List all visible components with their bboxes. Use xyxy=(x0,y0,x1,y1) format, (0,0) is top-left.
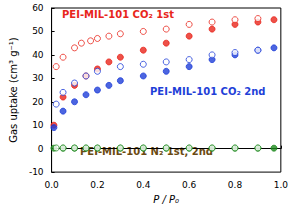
svg-text:PEI-MIL-101 CO₂ 2nd: PEI-MIL-101 CO₂ 2nd xyxy=(150,86,266,97)
svg-text:10: 10 xyxy=(32,120,44,130)
svg-text:20: 20 xyxy=(32,97,44,107)
svg-text:60: 60 xyxy=(32,3,44,13)
svg-text:50: 50 xyxy=(32,26,44,36)
svg-text:1.0: 1.0 xyxy=(274,180,289,190)
svg-text:40: 40 xyxy=(32,50,44,60)
svg-text:0.2: 0.2 xyxy=(90,180,104,190)
svg-text:0.6: 0.6 xyxy=(182,180,197,190)
svg-text:Gas uptake (cm³ g⁻¹): Gas uptake (cm³ g⁻¹) xyxy=(8,37,19,143)
svg-text:PEI-MIL-101 CO₂ 1st: PEI-MIL-101 CO₂ 1st xyxy=(62,9,174,20)
svg-text:-10: -10 xyxy=(29,167,44,177)
svg-text:0.8: 0.8 xyxy=(228,180,243,190)
svg-text:0: 0 xyxy=(38,144,44,154)
svg-text:PEI-MIL-101 N₂ 1st, 2nd: PEI-MIL-101 N₂ 1st, 2nd xyxy=(80,146,213,157)
svg-text:0.0: 0.0 xyxy=(44,180,59,190)
svg-text:0.4: 0.4 xyxy=(136,180,151,190)
svg-text:P / P₀: P / P₀ xyxy=(153,194,179,205)
svg-text:30: 30 xyxy=(32,73,44,83)
